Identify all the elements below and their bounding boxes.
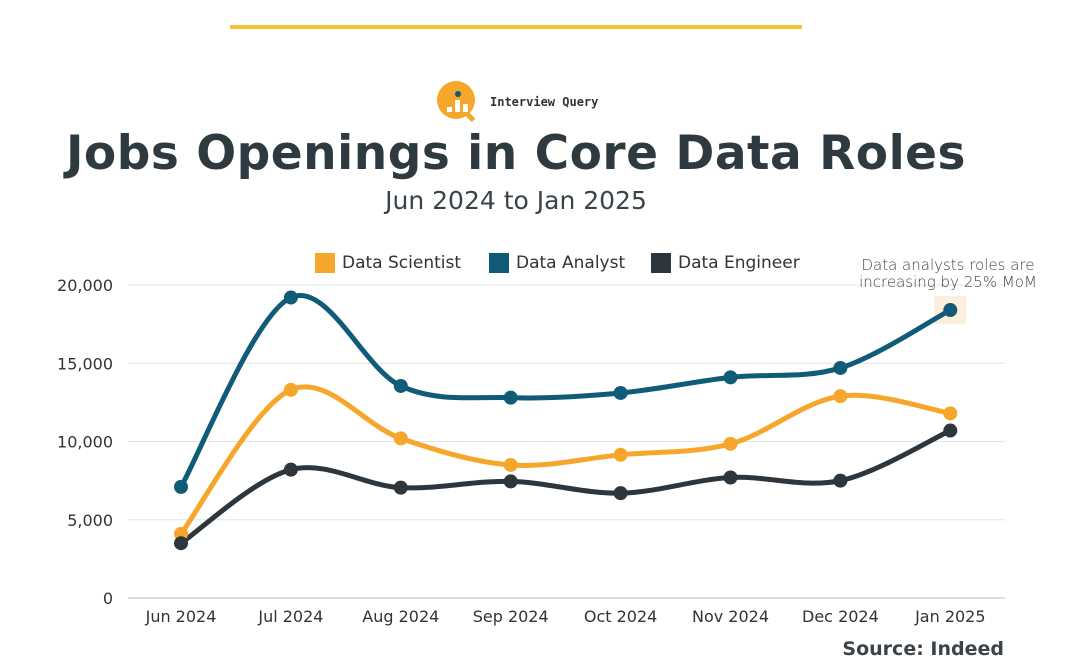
x-tick-label: Sep 2024 (473, 607, 549, 626)
data-point (723, 436, 738, 451)
interview-query-logo-icon (437, 81, 476, 123)
x-tick-label: Oct 2024 (584, 607, 657, 626)
data-point (174, 536, 188, 551)
data-point (503, 390, 518, 405)
x-tick-label: Dec 2024 (802, 607, 879, 626)
x-tick-label: Jul 2024 (257, 607, 323, 626)
series-line-data-engineer (178, 428, 953, 546)
data-point (283, 290, 298, 305)
data-point (613, 385, 628, 400)
x-tick-label: Aug 2024 (362, 607, 439, 626)
top-accent-bar (230, 25, 802, 29)
x-tick-label: Nov 2024 (692, 607, 769, 626)
legend-label: Data Analyst (516, 253, 625, 273)
data-point (503, 457, 518, 472)
data-point (503, 474, 518, 489)
legend-label: Data Scientist (342, 253, 461, 273)
data-point (723, 470, 738, 485)
data-point (943, 423, 958, 438)
data-point (393, 480, 408, 495)
source-note: Source: Indeed (842, 638, 1004, 660)
data-point (393, 378, 408, 393)
data-point (943, 406, 958, 421)
data-point (833, 360, 848, 375)
brand-logo: Interview Query (436, 80, 598, 124)
legend-swatch (315, 253, 335, 273)
y-tick-label: 10,000 (57, 433, 113, 452)
y-tick-label: 15,000 (57, 354, 113, 373)
data-point (283, 462, 298, 477)
chart-title: Jobs Openings in Core Data Roles (65, 126, 967, 181)
series-line-data-scientist (178, 384, 953, 537)
data-point (833, 473, 848, 488)
data-point (613, 447, 628, 462)
data-point (943, 303, 958, 318)
chart-subtitle: Jun 2024 to Jan 2025 (385, 186, 647, 215)
legend-label: Data Engineer (678, 253, 800, 273)
annotation-text: increasing by 25% MoM (859, 273, 1037, 291)
x-tick-label: Jan 2025 (914, 607, 985, 626)
brand-name: Interview Query (490, 95, 599, 109)
data-point (613, 486, 628, 501)
y-tick-label: 5,000 (67, 511, 113, 530)
legend-swatch (651, 253, 671, 273)
data-point (393, 431, 408, 446)
legend-swatch (489, 253, 509, 273)
data-point (283, 382, 298, 397)
data-point (833, 389, 848, 404)
data-point (174, 479, 188, 494)
annotation-text: Data analysts roles are (861, 256, 1034, 274)
x-tick-label: Jun 2024 (145, 607, 217, 626)
y-tick-label: 20,000 (57, 276, 113, 295)
data-point (723, 370, 738, 385)
y-tick-label: 0 (103, 589, 113, 608)
